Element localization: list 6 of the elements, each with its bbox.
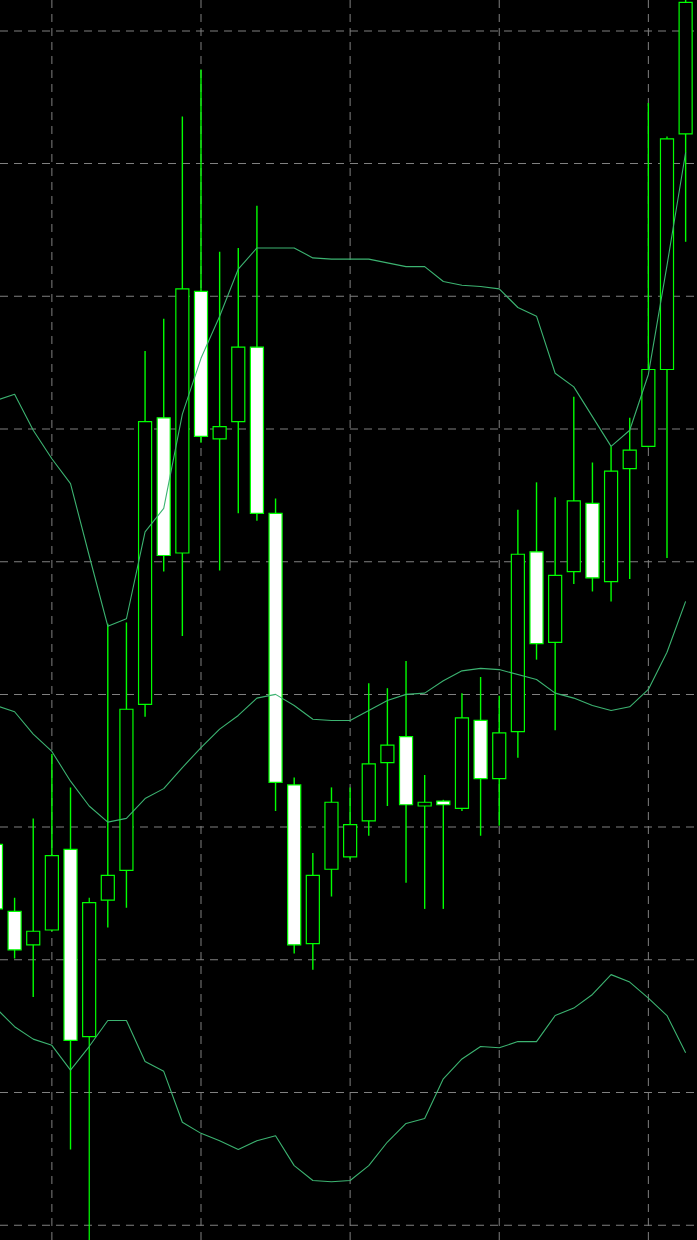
candlestick <box>380 687 395 807</box>
candlestick <box>622 417 637 580</box>
candlestick <box>436 799 451 910</box>
candlestick <box>417 774 432 910</box>
candlestick <box>212 251 227 572</box>
candlestick <box>26 817 41 998</box>
